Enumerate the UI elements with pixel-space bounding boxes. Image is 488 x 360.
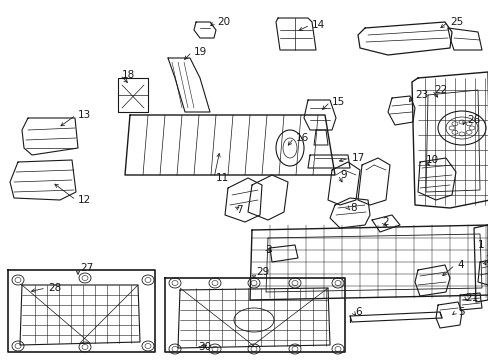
Text: 18: 18 (122, 70, 135, 80)
Text: 29: 29 (256, 267, 269, 277)
Text: 22: 22 (433, 85, 447, 95)
Text: 3: 3 (264, 245, 271, 255)
Text: 2: 2 (381, 217, 388, 227)
Text: 24: 24 (484, 255, 488, 265)
Text: 11: 11 (216, 173, 229, 183)
Text: 20: 20 (217, 17, 230, 27)
Text: 19: 19 (194, 47, 207, 57)
Text: 6: 6 (354, 307, 361, 317)
Text: 7: 7 (236, 205, 242, 215)
Text: 10: 10 (425, 155, 438, 165)
Text: 30: 30 (198, 342, 211, 352)
Text: 14: 14 (311, 20, 325, 30)
Text: 13: 13 (78, 110, 91, 120)
Text: 26: 26 (466, 115, 479, 125)
Text: 8: 8 (349, 203, 356, 213)
Text: 15: 15 (331, 97, 345, 107)
Text: 9: 9 (339, 170, 346, 180)
Text: 5: 5 (457, 307, 464, 317)
Text: 28: 28 (48, 283, 61, 293)
Text: 1: 1 (477, 240, 484, 250)
Text: 4: 4 (456, 260, 463, 270)
Text: 27: 27 (80, 263, 93, 273)
Text: 23: 23 (414, 90, 427, 100)
Text: 16: 16 (295, 133, 308, 143)
Text: 17: 17 (351, 153, 365, 163)
Text: 21: 21 (464, 293, 477, 303)
Text: 12: 12 (78, 195, 91, 205)
Text: 25: 25 (449, 17, 462, 27)
